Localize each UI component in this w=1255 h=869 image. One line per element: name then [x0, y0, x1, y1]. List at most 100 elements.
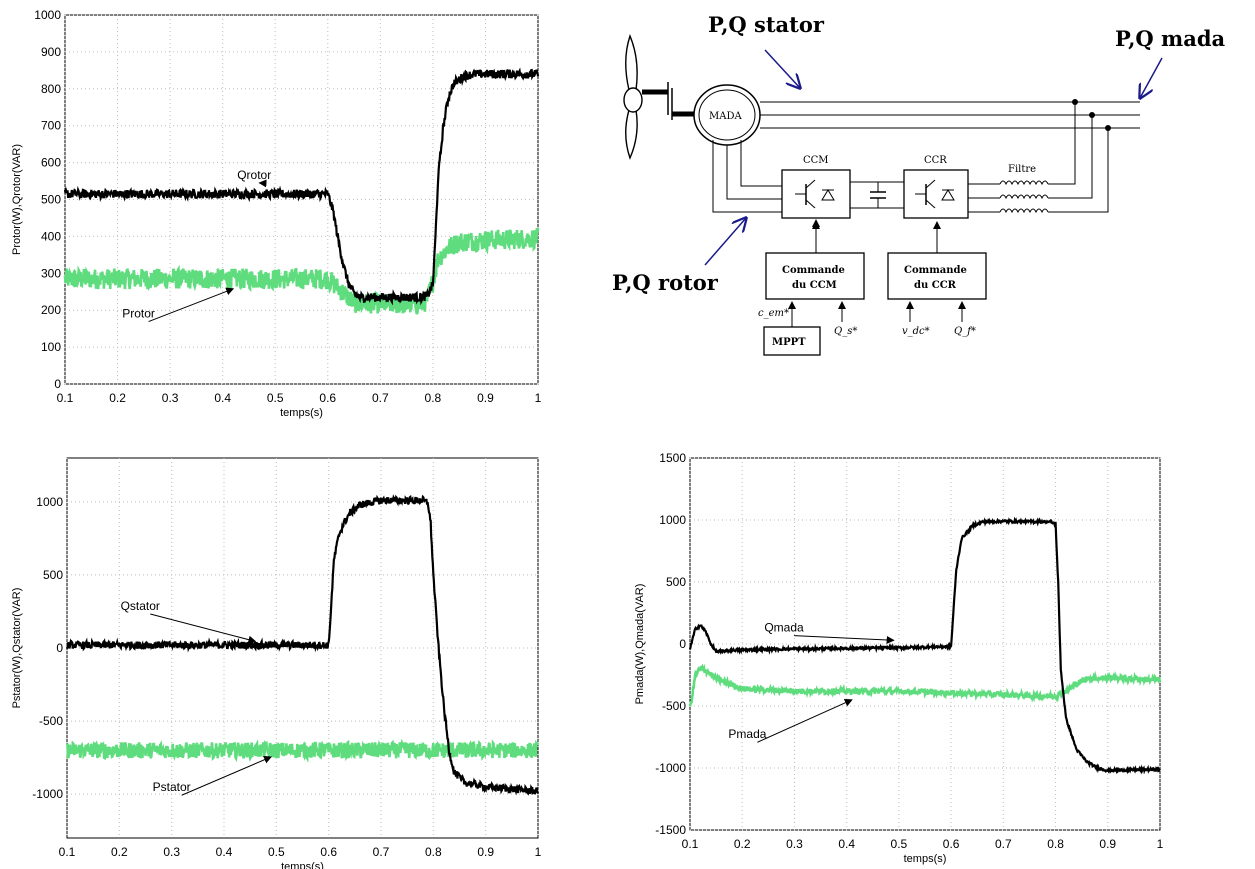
annotation-label: Qstator: [121, 599, 160, 613]
turbine-blade-bottom-icon: [625, 109, 638, 160]
annotation-arrow: [757, 699, 853, 743]
x-tick-label: 0.3: [786, 837, 803, 851]
ccr-label: CCR: [924, 155, 947, 166]
annotation-label: Protor: [122, 307, 155, 321]
y-tick-label: -500: [39, 714, 63, 728]
y-tick-label: 1500: [659, 451, 686, 465]
x-tick-label: 0.9: [477, 845, 494, 859]
pq-stator-label: P,Q stator: [708, 12, 825, 37]
x-tick-label: 0.4: [214, 391, 231, 405]
series-line-protor: [63, 227, 540, 315]
annotation-arrow: [148, 287, 235, 323]
qf-ref-label: Q_f*: [954, 326, 976, 337]
x-axis-label: temps(s): [904, 853, 947, 865]
y-tick-label: 600: [41, 156, 61, 170]
y-tick-label: 800: [41, 82, 61, 96]
y-axis-label: Protor(W),Qrotor(VAR): [11, 144, 23, 255]
x-tick-label: 0.6: [319, 391, 336, 405]
x-tick-label: 0.1: [682, 837, 699, 851]
ccr-command-box: [887, 252, 987, 300]
y-tick-label: 0: [679, 637, 686, 651]
y-tick-label: 1000: [659, 513, 686, 527]
annotation-arrow: [181, 755, 273, 796]
rotor-arrow: [704, 218, 746, 266]
y-tick-label: -1500: [655, 823, 686, 837]
x-tick-label: 1: [535, 845, 542, 859]
annotation-label: Qmada: [764, 621, 804, 635]
turbine-blade-top-icon: [625, 34, 638, 91]
x-tick-label: 0.3: [162, 391, 179, 405]
vdc-ref-label: v_dc*: [902, 326, 930, 337]
y-tick-label: 400: [41, 229, 61, 243]
series-line-qmada: [688, 516, 1161, 775]
x-tick-label: 0.2: [734, 837, 751, 851]
plot-area: [689, 457, 1161, 831]
pq-mada-label: P,Q mada: [1115, 26, 1226, 51]
x-tick-label: 0.8: [425, 845, 442, 859]
x-tick-label: 0.7: [373, 845, 390, 859]
machine-label: MADA: [709, 111, 742, 122]
y-tick-label: -500: [662, 699, 686, 713]
pq-rotor-label: P,Q rotor: [612, 270, 719, 295]
stator-arrow: [764, 49, 800, 88]
ccm-label: CCM: [803, 155, 829, 166]
x-tick-label: 0.5: [268, 845, 285, 859]
y-tick-label: 1000: [36, 495, 63, 509]
x-axis-label: temps(s): [281, 861, 324, 869]
y-tick-label: 0: [54, 377, 61, 391]
series-line-pmada: [688, 663, 1162, 707]
mppt-box: [763, 326, 821, 356]
x-tick-label: 0.1: [57, 391, 74, 405]
qs-ref-label: Q_s*: [834, 326, 857, 337]
annotation-label: Pmada: [728, 727, 766, 741]
series-line-pstator: [65, 738, 540, 763]
x-axis-label: temps(s): [280, 407, 323, 419]
ccr-converter-box: [903, 169, 969, 219]
annotation-label: Qrotor: [237, 168, 271, 182]
x-tick-label: 0.6: [943, 837, 960, 851]
y-tick-label: 500: [43, 568, 63, 582]
annotation-arrow: [793, 635, 895, 644]
y-tick-label: 1000: [34, 8, 61, 22]
y-axis-label: Pstator(W),Qstator(VAR): [11, 588, 23, 709]
x-tick-label: 1: [535, 391, 542, 405]
ccm-command-label-1: Commande: [782, 265, 845, 276]
y-tick-label: 700: [41, 119, 61, 133]
annotation-arrow: [150, 613, 257, 644]
x-tick-label: 0.4: [216, 845, 233, 859]
x-tick-label: 0.6: [320, 845, 337, 859]
x-tick-label: 0.9: [1099, 837, 1116, 851]
mppt-label: MPPT: [772, 337, 806, 348]
chart-stator-power: 0.1 0.2 0.3 0.4 0.5 0.6 0.7 0.8 0.9 1 -1000 -500 0 50…: [11, 457, 542, 869]
filter-inductor-icon: [999, 180, 1049, 214]
x-tick-label: 0.8: [1047, 837, 1064, 851]
ccm-command-label-2: du CCM: [792, 280, 837, 291]
ccm-command-box: [765, 252, 865, 300]
chart-rotor-power: 0.1 0.2 0.3 0.4 0.5 0.6 0.7 0.8 0.9 1 0 100 200 300 40…: [11, 8, 542, 419]
y-tick-label: -1000: [32, 787, 63, 801]
mada-system-diagram: MADA CCM CCR Filtre: [612, 12, 1226, 356]
y-tick-label: 0: [56, 641, 63, 655]
mada-arrow: [1140, 57, 1163, 98]
x-tick-label: 0.9: [477, 391, 494, 405]
y-tick-label: -1000: [655, 761, 686, 775]
x-tick-label: 0.5: [267, 391, 284, 405]
y-tick-label: 500: [41, 193, 61, 207]
ccr-command-label-2: du CCR: [914, 280, 957, 291]
series-line-qstator: [65, 494, 540, 796]
y-tick-label: 500: [666, 575, 686, 589]
cem-ref-label: c_em*: [758, 308, 789, 319]
ccr-command-label-1: Commande: [904, 265, 967, 276]
ccm-converter-box: [781, 169, 851, 219]
y-tick-label: 900: [41, 45, 61, 59]
filter-label: Filtre: [1008, 164, 1036, 175]
x-tick-label: 0.7: [995, 837, 1012, 851]
x-tick-label: 0.8: [425, 391, 442, 405]
annotation-label: Pstator: [153, 780, 191, 794]
x-tick-label: 0.5: [891, 837, 908, 851]
x-tick-label: 0.2: [109, 391, 126, 405]
x-tick-label: 0.3: [163, 845, 180, 859]
chart-mada-power: 0.1 0.2 0.3 0.4 0.5 0.6 0.7 0.8 0.9 1 -1500 -1000 -5…: [634, 451, 1164, 865]
y-tick-label: 100: [41, 340, 61, 354]
